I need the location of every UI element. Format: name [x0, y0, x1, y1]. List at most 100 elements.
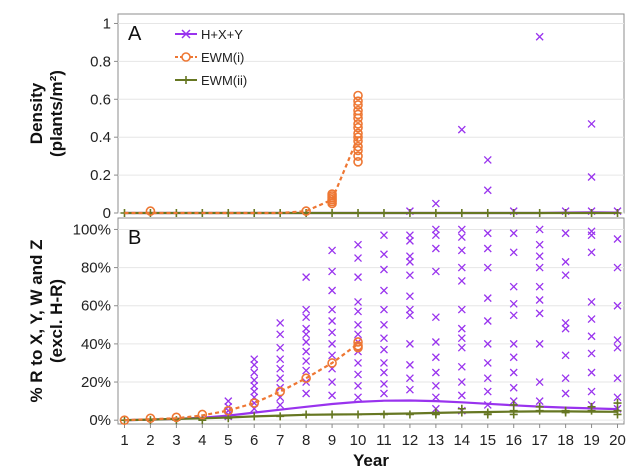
h-x-y-point — [613, 301, 622, 310]
h-x-y-point — [431, 199, 440, 208]
h-x-y-point — [354, 370, 362, 379]
ewm-ii-point — [613, 410, 622, 419]
ewm-i-point — [353, 122, 363, 133]
x-tick-label: 12 — [402, 432, 419, 449]
y-axis-title: Density(plants/m²) — [27, 70, 66, 157]
ewm-i-trend-line — [124, 343, 359, 422]
h-x-y-point — [483, 317, 492, 325]
legend-marker-ewm-i — [181, 52, 191, 62]
h-x-y-point — [328, 378, 337, 386]
h-x-y-point — [276, 330, 285, 339]
panel-label: B — [128, 227, 141, 249]
y-tick-label: 40% — [81, 336, 111, 353]
ewm-ii-trend-line — [124, 410, 618, 422]
h-x-y-point — [509, 383, 518, 392]
ewm-ii-point — [587, 402, 596, 411]
h-x-y-point — [613, 336, 622, 345]
h-x-y-point — [509, 311, 518, 320]
h-x-y-point — [613, 393, 622, 402]
h-x-y-point — [302, 338, 311, 346]
h-x-y-point — [431, 353, 440, 362]
h-x-y-point — [587, 231, 596, 240]
h-x-y-point — [302, 366, 311, 375]
h-x-y-point — [250, 399, 259, 407]
ewm-i-point — [197, 409, 208, 420]
ewm-i-point — [353, 151, 363, 161]
x-tick-label: 3 — [172, 432, 180, 449]
h-x-y-point — [328, 339, 337, 348]
h-x-y-point — [431, 244, 440, 253]
h-x-y-point — [250, 360, 259, 369]
h-x-y-point — [354, 381, 362, 390]
h-x-y-point — [354, 320, 362, 329]
ewm-i-point — [353, 100, 363, 110]
plot-frame — [117, 13, 625, 214]
h-x-y-point — [405, 374, 414, 383]
ewm-ii-point — [431, 410, 440, 419]
h-x-y-point — [561, 324, 570, 333]
ewm-ii-point — [613, 399, 622, 408]
h-x-y-point — [457, 343, 466, 352]
h-x-y-point — [354, 330, 362, 339]
y-tick-label: 0% — [89, 412, 111, 429]
y-tick-label: 0 — [103, 205, 111, 222]
x-tick-label: 14 — [453, 432, 470, 449]
h-x-y-point — [535, 282, 544, 291]
h-x-y-point — [328, 317, 337, 325]
h-x-y-point — [561, 318, 570, 327]
h-x-y-point — [380, 305, 388, 314]
y-axis-title: % R to X, Y, W and Z(excl. H-R) — [27, 239, 66, 402]
h-x-y-point — [354, 307, 362, 316]
ewm-i-point — [353, 157, 363, 167]
panel-label: A — [128, 23, 142, 45]
ewm-i-point — [353, 109, 363, 120]
h-x-y-point — [302, 273, 311, 282]
h-x-y-point — [380, 359, 388, 367]
h-x-y-point — [483, 244, 492, 253]
ewm-ii-point — [535, 402, 544, 411]
h-x-y-point — [302, 324, 311, 333]
x-tick-label: 10 — [350, 432, 367, 449]
legend-label-ewm-i: EWM(i) — [201, 50, 244, 65]
ewm-ii-point — [561, 408, 570, 417]
h-x-y-point — [405, 385, 414, 394]
h-x-y-point — [380, 368, 388, 377]
y-axis-title-line: Density — [27, 82, 46, 144]
x-tick-label: 20 — [609, 432, 626, 449]
ewm-i-point — [353, 337, 363, 347]
h-x-y-point — [354, 240, 362, 249]
h-x-y-point — [431, 381, 440, 390]
h-x-y-point — [354, 359, 362, 367]
h-x-y-point — [587, 248, 596, 257]
h-x-y-point — [250, 381, 259, 390]
h-x-y-point — [535, 339, 544, 348]
h-x-y-point — [509, 353, 518, 362]
h-x-y-point — [457, 362, 466, 371]
x-tick-label: 11 — [376, 432, 392, 449]
x-tick-label: 19 — [583, 432, 600, 449]
x-tick-label: 16 — [505, 432, 522, 449]
h-x-y-point — [431, 313, 440, 322]
h-x-y-point — [535, 378, 544, 386]
h-x-y-point — [380, 345, 388, 354]
ewm-ii-point — [509, 400, 518, 409]
h-x-y-point — [483, 374, 492, 383]
h-x-y-point — [328, 246, 337, 255]
y-tick-label: 20% — [81, 374, 111, 391]
x-tick-label: 17 — [531, 432, 548, 449]
h-x-y-point — [483, 294, 492, 303]
h-x-y-point — [613, 343, 622, 352]
y-tick-label: 0.4 — [90, 129, 111, 146]
plot-frame — [117, 217, 625, 425]
x-tick-label: 1 — [120, 432, 128, 449]
h-x-y-point — [328, 328, 337, 337]
h-x-y-point — [483, 339, 492, 348]
ewm-i-point — [327, 358, 337, 368]
h-x-y-point — [509, 299, 518, 308]
h-x-y-point — [457, 305, 466, 314]
h-x-y-point — [613, 374, 622, 383]
h-x-y-point — [587, 227, 596, 236]
h-x-y-point — [535, 296, 544, 304]
h-x-y-point — [250, 355, 259, 364]
h-x-y-point — [405, 271, 414, 280]
